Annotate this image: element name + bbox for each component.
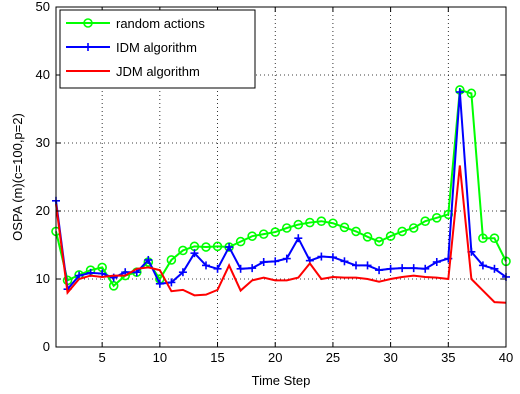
data-point (213, 264, 222, 273)
data-point (155, 279, 164, 288)
legend-marker (83, 18, 93, 28)
data-point (144, 255, 153, 264)
data-point (202, 261, 210, 270)
x-tick-label: 5 (99, 350, 106, 365)
y-tick-label: 20 (36, 203, 50, 218)
data-point (328, 253, 337, 262)
series-2 (55, 165, 507, 304)
x-tick-label: 30 (383, 350, 397, 365)
y-tick-label: 10 (36, 271, 50, 286)
data-point (108, 280, 119, 291)
y-tick-label: 30 (36, 135, 50, 150)
data-point (201, 242, 211, 252)
legend-label: IDM algorithm (116, 40, 197, 55)
data-point (375, 266, 384, 275)
data-point (282, 254, 291, 263)
plot-frame (55, 6, 507, 348)
data-point (409, 264, 418, 273)
data-point (190, 249, 199, 258)
data-point (294, 234, 303, 243)
data-point (352, 261, 360, 270)
x-tick-label: 40 (499, 350, 513, 365)
data-point (490, 264, 499, 273)
series-line (55, 88, 507, 288)
data-point (166, 255, 177, 265)
data-point (258, 229, 269, 239)
data-point (431, 213, 442, 223)
legend: random actions IDM algorithm JDM algorithm (59, 9, 256, 89)
data-point (178, 268, 187, 277)
data-point (421, 264, 430, 273)
y-axis-label: OSPA (m)(c=100,p=2) (10, 113, 25, 241)
series-line (55, 165, 507, 304)
data-point (212, 241, 223, 252)
data-point (478, 261, 487, 270)
x-tick-label: 10 (153, 350, 167, 365)
data-point (248, 264, 257, 273)
x-tick-label: 15 (210, 350, 224, 365)
data-point (397, 226, 407, 237)
x-tick-label: 25 (326, 350, 340, 365)
x-tick-label: 35 (441, 350, 455, 365)
legend-marker (84, 43, 92, 51)
data-point (305, 217, 315, 228)
data-point (385, 231, 396, 241)
data-point (271, 257, 280, 266)
data-point (339, 222, 350, 233)
data-point (362, 232, 373, 242)
data-point (281, 223, 292, 233)
series-0 (51, 85, 511, 291)
data-point (363, 261, 372, 270)
data-point (351, 226, 361, 237)
data-point (328, 218, 338, 229)
data-point (398, 264, 407, 273)
legend-item: random actions (66, 16, 205, 31)
data-point (225, 243, 234, 252)
data-point (386, 264, 395, 273)
data-point (478, 233, 488, 243)
data-point (466, 88, 477, 99)
data-point (420, 216, 431, 226)
y-tick-label: 50 (36, 0, 50, 14)
y-tick-label: 40 (36, 67, 50, 82)
data-point (259, 258, 268, 266)
data-point (236, 264, 245, 273)
legend-label: random actions (116, 16, 205, 31)
data-point (167, 278, 176, 287)
legend-item: IDM algorithm (66, 40, 197, 55)
data-point (374, 236, 384, 247)
data-point (293, 219, 304, 230)
y-tick-label: 0 (43, 339, 50, 354)
data-point (317, 252, 326, 261)
x-axis-label: Time Step (252, 373, 311, 388)
data-point (235, 236, 246, 247)
data-point (316, 216, 327, 226)
legend-label: JDM algorithm (116, 64, 200, 79)
legend-item: JDM algorithm (66, 64, 200, 79)
data-point (178, 245, 188, 256)
data-point (247, 231, 257, 241)
x-tick-label: 20 (268, 350, 282, 365)
data-point (432, 258, 441, 266)
data-point (455, 88, 464, 96)
data-point (489, 233, 500, 243)
series-group (51, 85, 511, 304)
data-point (408, 223, 419, 233)
data-point (270, 227, 281, 237)
data-point (340, 257, 349, 266)
